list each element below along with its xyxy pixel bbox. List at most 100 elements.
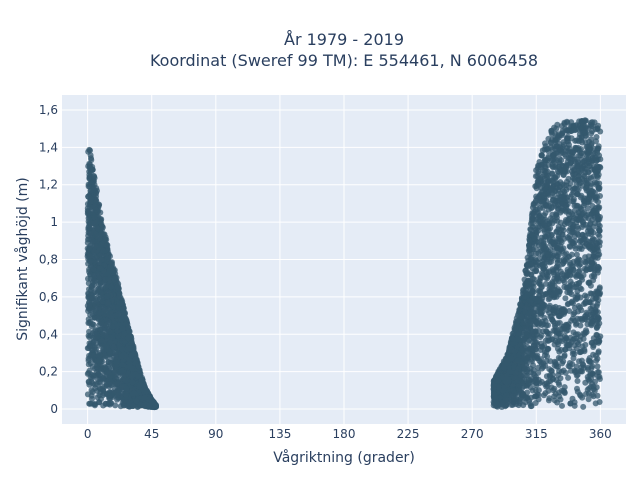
data-point (104, 293, 111, 300)
data-point (109, 334, 116, 341)
data-point (131, 350, 138, 357)
data-point (590, 251, 597, 258)
data-points (84, 117, 604, 411)
data-point (540, 226, 547, 233)
data-point (543, 233, 550, 240)
data-point (524, 270, 531, 277)
data-point (531, 276, 538, 283)
data-point (570, 348, 577, 355)
data-point (115, 285, 122, 292)
data-point (572, 369, 579, 376)
data-point (113, 380, 120, 387)
data-point (554, 345, 561, 352)
data-point (102, 284, 109, 291)
data-point (539, 204, 546, 211)
data-point (102, 276, 109, 283)
data-point (118, 367, 125, 374)
data-point (88, 195, 95, 202)
data-point (108, 372, 115, 379)
data-point (85, 316, 92, 323)
chart-title: År 1979 - 2019 (284, 30, 404, 49)
data-point (126, 333, 133, 340)
data-point (91, 401, 98, 408)
data-point (112, 402, 119, 409)
data-point (94, 333, 101, 340)
data-point (548, 367, 555, 374)
data-point (595, 204, 601, 211)
data-point (136, 383, 143, 390)
data-point (102, 400, 109, 407)
data-point (129, 403, 136, 410)
data-point (86, 367, 93, 374)
data-point (589, 370, 596, 377)
data-point (99, 337, 106, 344)
data-point (86, 334, 93, 341)
data-point (86, 343, 93, 350)
data-point (561, 390, 568, 396)
data-point (96, 352, 103, 359)
data-point (126, 328, 133, 335)
data-point (87, 253, 94, 260)
data-point (570, 186, 576, 193)
data-point (538, 234, 545, 241)
data-point (585, 215, 592, 222)
data-point (146, 402, 153, 409)
data-point (89, 352, 96, 359)
data-point (537, 334, 544, 341)
data-point (583, 329, 590, 336)
data-point (554, 288, 561, 295)
data-point (108, 283, 114, 290)
data-point (85, 148, 92, 155)
data-point (90, 238, 96, 245)
data-point (113, 359, 120, 366)
data-point (596, 251, 603, 258)
data-point (93, 243, 100, 250)
data-point (88, 392, 95, 399)
data-point (103, 242, 110, 249)
data-point (557, 325, 564, 332)
data-point (101, 306, 108, 313)
data-point (551, 385, 558, 392)
data-point (106, 392, 113, 399)
data-point (87, 258, 94, 265)
data-point (87, 305, 94, 312)
data-point (90, 230, 97, 236)
data-point (530, 362, 536, 369)
data-point (544, 330, 551, 337)
data-point (561, 182, 568, 189)
data-point (551, 250, 558, 257)
data-point (582, 254, 589, 261)
data-point (94, 387, 100, 394)
data-point (575, 152, 582, 159)
data-point (118, 353, 125, 360)
data-point (86, 245, 93, 252)
data-point (103, 344, 110, 350)
data-point (86, 286, 92, 293)
data-point (98, 221, 105, 228)
data-point (102, 353, 109, 360)
data-point (126, 345, 133, 352)
data-point (524, 254, 531, 261)
data-point (113, 389, 120, 396)
data-point (89, 163, 96, 170)
data-point (563, 144, 570, 151)
data-point (572, 245, 579, 252)
data-point (85, 183, 92, 190)
data-point (90, 186, 97, 193)
data-point (588, 174, 594, 181)
data-point (549, 170, 556, 177)
data-point (550, 318, 557, 325)
data-point (94, 366, 101, 372)
data-point (568, 251, 575, 258)
data-point (98, 290, 105, 297)
data-point (545, 387, 552, 394)
data-point (91, 328, 98, 335)
data-point (589, 311, 596, 318)
data-point (536, 242, 542, 249)
data-point (140, 402, 147, 409)
data-point (554, 259, 561, 266)
data-point (583, 179, 589, 186)
data-point (584, 386, 591, 393)
data-point (540, 392, 547, 399)
data-point (131, 389, 137, 396)
